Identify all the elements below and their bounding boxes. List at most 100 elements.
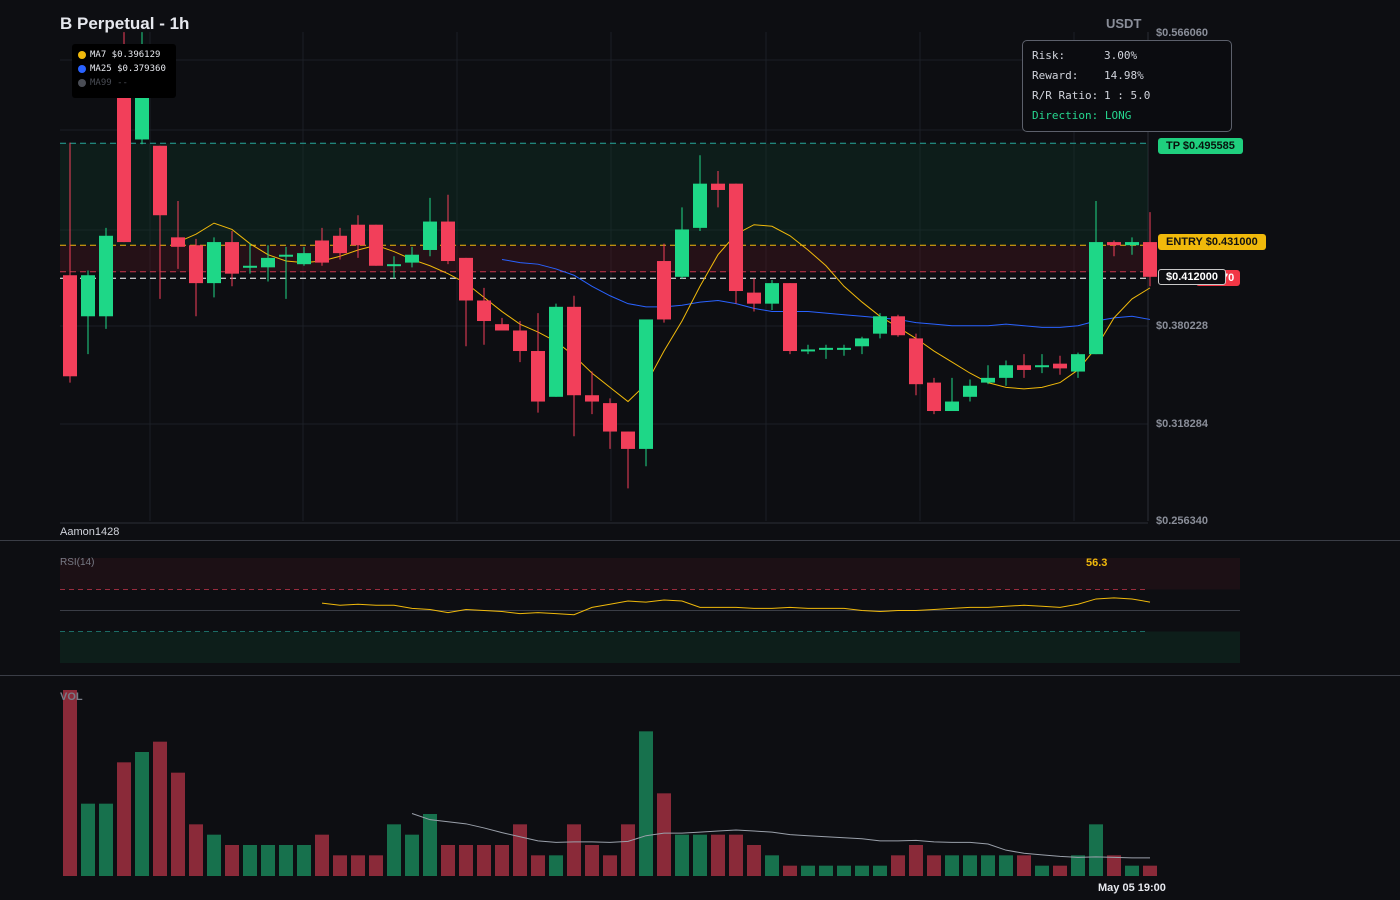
volume-bar-down [1017, 855, 1031, 876]
reward-value: 14.98% [1104, 69, 1144, 82]
risk-reward-panel: Risk: 3.00% Reward: 14.98% R/R Ratio: 1 … [1022, 40, 1232, 132]
volume-bar-up [549, 855, 563, 876]
volume-bar-down [891, 855, 905, 876]
volume-bar-up [297, 845, 311, 876]
volume-bar-down [351, 855, 365, 876]
legend-ma25: MA25 $0.379360 [78, 62, 170, 76]
volume-bar-up [1071, 855, 1085, 876]
volume-label: VOL [60, 691, 83, 703]
volume-bar-up [963, 855, 977, 876]
volume-bar-down [63, 690, 77, 876]
candle-up [1125, 242, 1139, 246]
take-profit-tag[interactable]: TP $0.495585 [1158, 138, 1243, 154]
volume-bar-down [747, 845, 761, 876]
ma99-label: MA99 -- [90, 78, 128, 88]
volume-bar-down [783, 865, 797, 876]
direction-row: Direction: LONG [1032, 109, 1132, 122]
candle-down [315, 240, 329, 263]
candle-up [1035, 365, 1049, 368]
candle-down [189, 245, 203, 284]
candle-up [801, 349, 815, 352]
chart-title: B Perpetual - 1h [60, 14, 190, 33]
candle-up [1071, 354, 1085, 372]
pane-divider-volume[interactable] [0, 675, 1400, 676]
volume-bar-down [585, 845, 599, 876]
rsi-value: 56.3 [1086, 557, 1108, 569]
volume-bar-up [261, 845, 275, 876]
risk-row: Risk: 3.00% [1032, 46, 1222, 66]
volume-bar-up [207, 834, 221, 876]
volume-bar-up [945, 855, 959, 876]
watermark-label: Aamon1428 [60, 526, 120, 538]
volume-bar-down [1143, 865, 1157, 876]
volume-bar-up [423, 814, 437, 876]
candle-down [225, 242, 239, 274]
ratio-key: R/R Ratio: [1032, 89, 1099, 102]
volume-bar-down [711, 834, 725, 876]
volume-bar-down [441, 845, 455, 876]
candle-down [603, 403, 617, 432]
candle-up [387, 264, 401, 267]
candle-down [153, 145, 167, 216]
volume-bar-down [495, 845, 509, 876]
candle-up [963, 385, 977, 397]
volume-bar-down [603, 855, 617, 876]
candle-up [207, 242, 221, 284]
profit-zone [60, 143, 1148, 246]
ratio-value: 1 : 5.0 [1104, 89, 1151, 102]
volume-bar-up [639, 731, 653, 876]
candle-down [477, 300, 491, 322]
volume-bar-up [405, 834, 419, 876]
candle-up [261, 257, 275, 268]
candle-down [567, 306, 581, 396]
candle-down [63, 275, 77, 377]
volume-bar-up [135, 752, 149, 876]
volume-bar-up [693, 834, 707, 876]
rsi-oversold-zone [60, 631, 1240, 663]
pane-divider-rsi[interactable] [0, 540, 1400, 541]
ma-legend: MA7 $0.396129 MA25 $0.379360 MA99 -- [72, 44, 176, 98]
rsi-overbought-zone [60, 558, 1240, 590]
candle-down [927, 382, 941, 412]
candle-down [495, 324, 509, 331]
time-axis-label: May 05 19:00 [1098, 882, 1166, 894]
candle-up [423, 221, 437, 250]
candle-down [1017, 365, 1031, 370]
y-label-top: $0.566060 [1156, 27, 1208, 39]
reward-key: Reward: [1032, 69, 1079, 82]
volume-bar-up [1035, 865, 1049, 876]
volume-bar-down [369, 855, 383, 876]
ma25-label: MA25 $0.379360 [90, 64, 166, 74]
volume-bar-down [153, 741, 167, 876]
candle-down [909, 338, 923, 385]
y-label-low: $0.318284 [1156, 418, 1208, 430]
loss-zone [60, 245, 1148, 272]
volume-bar-up [1125, 865, 1139, 876]
candle-up [765, 283, 779, 304]
candle-up [297, 253, 311, 265]
volume-bar-up [81, 803, 95, 876]
volume-bar-down [1107, 855, 1121, 876]
volume-bar-up [855, 865, 869, 876]
entry-tag[interactable]: ENTRY $0.431000 [1158, 234, 1266, 250]
volume-bar-up [279, 845, 293, 876]
candle-up [981, 377, 995, 383]
volume-bar-down [225, 845, 239, 876]
volume-bar-up [837, 865, 851, 876]
candle-down [1107, 242, 1121, 246]
ratio-row: R/R Ratio: 1 : 5.0 [1032, 86, 1222, 106]
candle-up [999, 365, 1013, 378]
volume-bar-up [999, 855, 1013, 876]
volume-bar-up [1089, 824, 1103, 876]
candle-up [837, 347, 851, 350]
legend-ma99: MA99 -- [78, 76, 170, 90]
candle-up [99, 235, 113, 317]
current-price-tag: $0.412000 [1158, 269, 1226, 285]
volume-bar-up [819, 865, 833, 876]
candle-up [693, 183, 707, 228]
volume-bar-down [477, 845, 491, 876]
volume-bar-down [189, 824, 203, 876]
ma7-label: MA7 $0.396129 [90, 50, 161, 60]
volume-bar-up [765, 855, 779, 876]
